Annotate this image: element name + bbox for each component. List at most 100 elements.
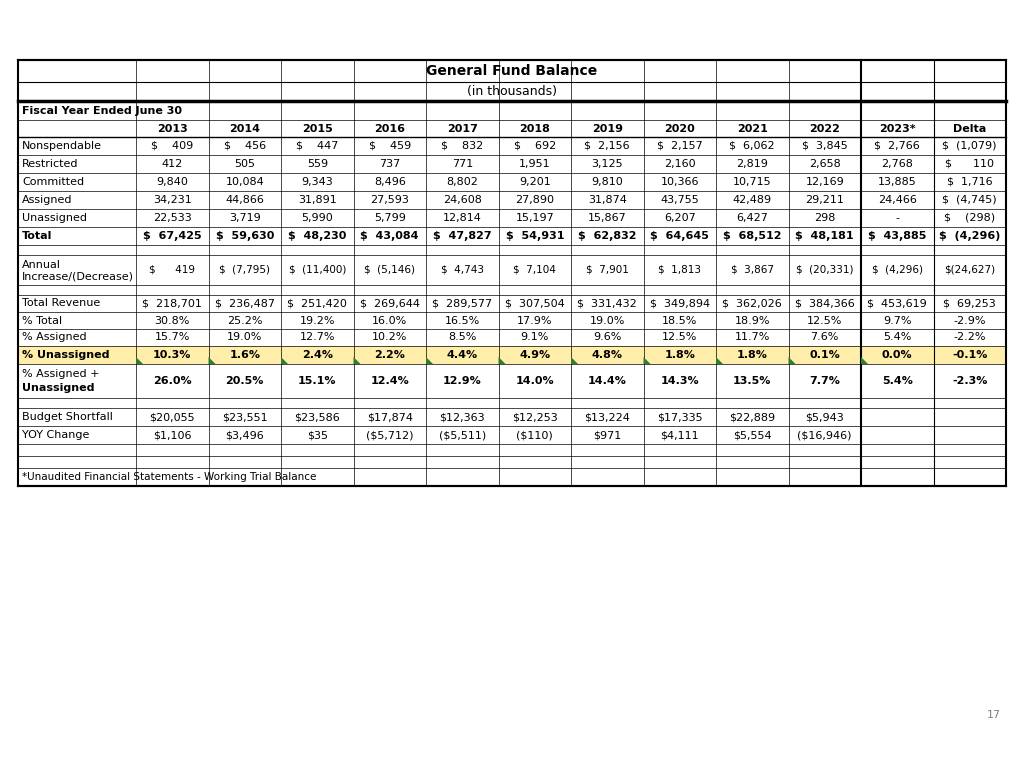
Text: $  (4,296): $ (4,296) bbox=[871, 265, 923, 275]
Text: $  349,894: $ 349,894 bbox=[649, 299, 710, 309]
Text: 4.4%: 4.4% bbox=[446, 350, 478, 360]
Text: $  4,743: $ 4,743 bbox=[440, 265, 483, 275]
Text: 22,533: 22,533 bbox=[153, 213, 191, 223]
Text: $  307,504: $ 307,504 bbox=[505, 299, 564, 309]
Text: $  67,425: $ 67,425 bbox=[143, 231, 202, 241]
Text: -2.9%: -2.9% bbox=[953, 316, 986, 326]
Text: 2,658: 2,658 bbox=[809, 159, 841, 169]
Text: 14.0%: 14.0% bbox=[515, 376, 554, 386]
Text: 5.4%: 5.4% bbox=[883, 333, 911, 343]
Text: $5,554: $5,554 bbox=[733, 430, 771, 440]
Text: 25.2%: 25.2% bbox=[227, 316, 262, 326]
Text: $23,551: $23,551 bbox=[222, 412, 267, 422]
Text: ($16,946): ($16,946) bbox=[798, 430, 852, 440]
Text: $4,111: $4,111 bbox=[660, 430, 699, 440]
Text: 12,814: 12,814 bbox=[442, 213, 481, 223]
Bar bbox=[18, 346, 1006, 364]
Text: $  (11,400): $ (11,400) bbox=[289, 265, 346, 275]
Text: 18.5%: 18.5% bbox=[663, 316, 697, 326]
Text: Assigned: Assigned bbox=[22, 195, 73, 205]
Text: $    832: $ 832 bbox=[441, 141, 483, 151]
Text: $12,363: $12,363 bbox=[439, 412, 485, 422]
Text: 9.1%: 9.1% bbox=[520, 333, 549, 343]
Polygon shape bbox=[499, 357, 506, 364]
Text: 13,885: 13,885 bbox=[878, 177, 916, 187]
Text: $  48,181: $ 48,181 bbox=[796, 231, 854, 241]
Text: 3,719: 3,719 bbox=[229, 213, 261, 223]
Text: 27,890: 27,890 bbox=[515, 195, 554, 205]
Text: 42,489: 42,489 bbox=[733, 195, 772, 205]
Text: 15,197: 15,197 bbox=[515, 213, 554, 223]
Text: 2017: 2017 bbox=[446, 124, 477, 134]
Text: $5,943: $5,943 bbox=[805, 412, 844, 422]
Text: 12.4%: 12.4% bbox=[371, 376, 410, 386]
Text: 6,427: 6,427 bbox=[736, 213, 768, 223]
Text: $3,496: $3,496 bbox=[225, 430, 264, 440]
Text: 9.7%: 9.7% bbox=[883, 316, 911, 326]
Text: $  (7,795): $ (7,795) bbox=[219, 265, 270, 275]
Text: $17,874: $17,874 bbox=[367, 412, 413, 422]
Text: $  7,901: $ 7,901 bbox=[586, 265, 629, 275]
Text: $13,224: $13,224 bbox=[585, 412, 630, 422]
Text: 2.2%: 2.2% bbox=[375, 350, 406, 360]
Text: 17.9%: 17.9% bbox=[517, 316, 553, 326]
Text: ($110): ($110) bbox=[516, 430, 553, 440]
Text: $  289,577: $ 289,577 bbox=[432, 299, 493, 309]
Text: 12.5%: 12.5% bbox=[807, 316, 843, 326]
Text: *Unaudited Financial Statements - Working Trial Balance: *Unaudited Financial Statements - Workin… bbox=[22, 472, 316, 482]
Text: 13.5%: 13.5% bbox=[733, 376, 771, 386]
Text: $  (1,079): $ (1,079) bbox=[942, 141, 997, 151]
Text: 1.6%: 1.6% bbox=[229, 350, 260, 360]
Text: 12,169: 12,169 bbox=[805, 177, 844, 187]
Text: 1.8%: 1.8% bbox=[737, 350, 768, 360]
Text: $    (298): $ (298) bbox=[944, 213, 995, 223]
Text: 7.6%: 7.6% bbox=[811, 333, 839, 343]
Text: 9,201: 9,201 bbox=[519, 177, 551, 187]
Text: ($5,712): ($5,712) bbox=[366, 430, 414, 440]
Text: 29,211: 29,211 bbox=[805, 195, 844, 205]
Text: $  (5,146): $ (5,146) bbox=[365, 265, 416, 275]
Text: Budget Shortfall: Budget Shortfall bbox=[22, 412, 113, 422]
Text: $  43,084: $ 43,084 bbox=[360, 231, 419, 241]
Text: 9,810: 9,810 bbox=[592, 177, 624, 187]
Text: 27,593: 27,593 bbox=[371, 195, 410, 205]
Text: ($5,511): ($5,511) bbox=[438, 430, 485, 440]
Text: 16.0%: 16.0% bbox=[372, 316, 408, 326]
Text: $  (4,745): $ (4,745) bbox=[942, 195, 997, 205]
Text: 17: 17 bbox=[987, 710, 1001, 720]
Text: 24,608: 24,608 bbox=[442, 195, 481, 205]
Text: 1.8%: 1.8% bbox=[665, 350, 695, 360]
Text: Fiscal Year Ended June 30: Fiscal Year Ended June 30 bbox=[22, 105, 182, 115]
Text: Total: Total bbox=[22, 231, 52, 241]
Text: -0.1%: -0.1% bbox=[952, 350, 987, 360]
Text: 505: 505 bbox=[234, 159, 255, 169]
Text: $  2,766: $ 2,766 bbox=[874, 141, 921, 151]
Text: 2013: 2013 bbox=[157, 124, 187, 134]
Text: $  236,487: $ 236,487 bbox=[215, 299, 274, 309]
Text: % Total: % Total bbox=[22, 316, 62, 326]
Text: $(24,627): $(24,627) bbox=[944, 265, 995, 275]
Text: 9,343: 9,343 bbox=[301, 177, 333, 187]
Text: $35: $35 bbox=[307, 430, 328, 440]
Text: $20,055: $20,055 bbox=[150, 412, 195, 422]
Text: 2,160: 2,160 bbox=[664, 159, 695, 169]
Text: 2015: 2015 bbox=[302, 124, 333, 134]
Text: $  64,645: $ 64,645 bbox=[650, 231, 710, 241]
Text: 2.4%: 2.4% bbox=[302, 350, 333, 360]
Text: 2019: 2019 bbox=[592, 124, 623, 134]
Text: 0.1%: 0.1% bbox=[809, 350, 840, 360]
Text: $  69,253: $ 69,253 bbox=[943, 299, 996, 309]
Text: 10,084: 10,084 bbox=[225, 177, 264, 187]
Text: 16.5%: 16.5% bbox=[444, 316, 480, 326]
Text: 15,867: 15,867 bbox=[588, 213, 627, 223]
Text: $  62,832: $ 62,832 bbox=[578, 231, 637, 241]
Text: 2014: 2014 bbox=[229, 124, 260, 134]
Polygon shape bbox=[571, 357, 578, 364]
Text: 12.7%: 12.7% bbox=[299, 333, 335, 343]
Text: 12.5%: 12.5% bbox=[663, 333, 697, 343]
Text: 43,755: 43,755 bbox=[660, 195, 699, 205]
Text: 19.0%: 19.0% bbox=[590, 316, 625, 326]
Text: 26.0%: 26.0% bbox=[153, 376, 191, 386]
Text: 9.6%: 9.6% bbox=[593, 333, 622, 343]
Polygon shape bbox=[788, 357, 796, 364]
